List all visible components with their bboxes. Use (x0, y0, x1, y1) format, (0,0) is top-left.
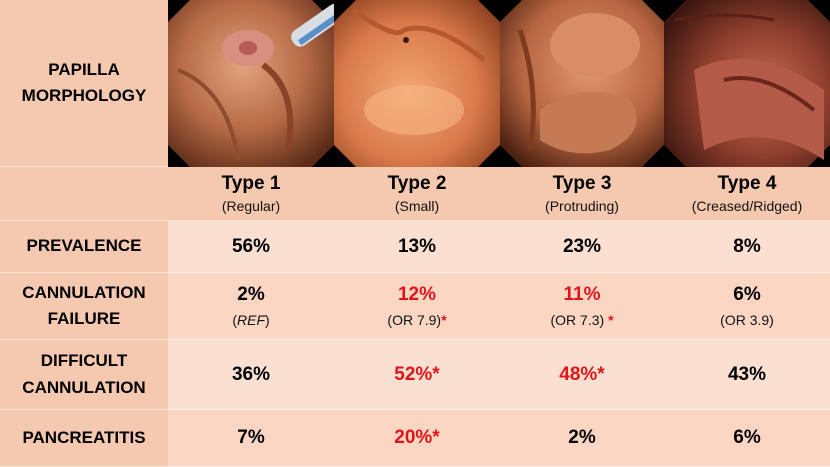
value: 12% (397, 284, 437, 305)
type-2-cannulation-failure: 12% (OR 7.9)* (334, 273, 500, 340)
ref-note: REF (237, 312, 265, 328)
note: (OR 7.3) * (550, 312, 613, 328)
row-label-prevalence: PREVALENCE (0, 221, 168, 273)
label-line-1: DIFFICULT (40, 351, 128, 371)
odds-ratio: (OR 7.9) (387, 312, 442, 328)
significance-mark: * (441, 312, 447, 328)
type-4-title: Type 4 (717, 173, 777, 195)
type-2-prevalence: 13% (334, 221, 500, 273)
value: 36% (231, 363, 271, 385)
value: 13% (397, 235, 437, 257)
type-4-header: Type 4 (Creased/Ridged) (664, 167, 830, 221)
row-label-cannulation-failure: CANNULATION FAILURE (0, 273, 168, 340)
label-text: PREVALENCE (26, 236, 142, 256)
type-2-pancreatitis: 20%* (334, 410, 500, 467)
papilla-type-4-image (664, 0, 830, 167)
type-1-difficult-cannulation: 36% (168, 340, 334, 410)
type-3-prevalence: 23% (500, 221, 664, 273)
type-3-difficult-cannulation: 48%* (500, 340, 664, 410)
odds-ratio: (OR 7.3) (550, 312, 605, 328)
type-2-photo (334, 0, 500, 167)
type-3-pancreatitis: 2% (500, 410, 664, 467)
type-1-photo (168, 0, 334, 167)
type-1-subtitle: (Regular) (221, 197, 281, 214)
value: 43% (727, 363, 767, 385)
value: 7% (237, 427, 265, 448)
type-2-title: Type 2 (387, 173, 447, 195)
odds-ratio: (OR 3.9) (720, 312, 774, 328)
value: 48%* (559, 363, 605, 385)
papilla-type-1-image (168, 0, 334, 167)
papilla-type-3-image (500, 0, 664, 167)
row-label-difficult-cannulation: DIFFICULT CANNULATION (0, 340, 168, 410)
type-1-cannulation-failure: 2% (REF) (168, 273, 334, 340)
type-3-photo (500, 0, 664, 167)
value: 56% (231, 235, 271, 257)
label-line-1: CANNULATION (22, 282, 146, 302)
type-2-difficult-cannulation: 52%* (334, 340, 500, 410)
value: 11% (563, 284, 601, 305)
value: 52%* (394, 363, 440, 385)
type-3-subtitle: (Protruding) (545, 197, 619, 214)
significance-mark: * (608, 312, 614, 328)
type-2-subtitle: (Small) (394, 197, 440, 214)
type-1-title: Type 1 (221, 173, 281, 195)
type-4-difficult-cannulation: 43% (664, 340, 830, 410)
label-text: PANCREATITIS (22, 427, 146, 447)
value: 6% (733, 284, 761, 305)
type-4-prevalence: 8% (664, 221, 830, 273)
type-1-prevalence: 56% (168, 221, 334, 273)
type-1-header: Type 1 (Regular) (168, 167, 334, 221)
type-3-header: Type 3 (Protruding) (500, 167, 664, 221)
type-4-pancreatitis: 6% (664, 410, 830, 467)
value: 20%* (394, 427, 440, 448)
row-label-pancreatitis: PANCREATITIS (0, 410, 168, 467)
papilla-type-2-image (334, 0, 500, 167)
value: 8% (733, 235, 761, 257)
label-line-2: MORPHOLOGY (21, 86, 147, 105)
note: (OR 7.9)* (387, 312, 446, 328)
value: 6% (733, 427, 761, 448)
label-line-2: FAILURE (47, 309, 121, 328)
type-3-title: Type 3 (552, 173, 612, 195)
label-line-1: PAPILLA (48, 59, 120, 79)
note: (REF) (232, 312, 270, 328)
value: 2% (568, 427, 596, 448)
type-4-subtitle: (Creased/Ridged) (691, 197, 803, 214)
label-line-2: CANNULATION (22, 377, 146, 397)
type-4-photo (664, 0, 830, 167)
type-1-pancreatitis: 7% (168, 410, 334, 467)
type-4-cannulation-failure: 6% (OR 3.9) (664, 273, 830, 340)
value: 2% (237, 284, 265, 305)
type-3-cannulation-failure: 11% (OR 7.3) * (500, 273, 664, 340)
row-label-morphology: PAPILLA MORPHOLOGY (0, 0, 168, 167)
value: 23% (562, 235, 602, 257)
row-label-empty (0, 167, 168, 221)
type-2-header: Type 2 (Small) (334, 167, 500, 221)
